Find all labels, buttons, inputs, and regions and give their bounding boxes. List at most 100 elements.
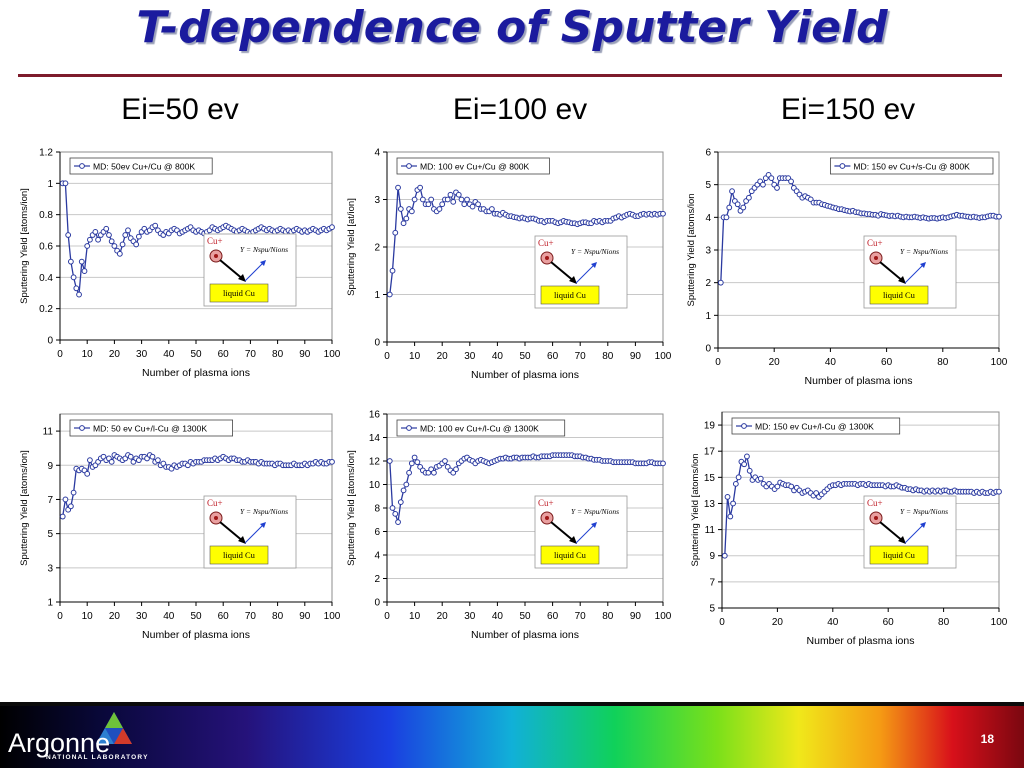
- data-point: [81, 268, 88, 274]
- data-point: [475, 201, 481, 208]
- x-tick-label: 100: [324, 349, 341, 360]
- data-point: [414, 459, 421, 466]
- liquid-cu-target: [209, 283, 269, 303]
- x-tick-label: 0: [719, 617, 725, 628]
- x-tick-label: 10: [82, 611, 94, 622]
- liquid-cu-target: [540, 285, 600, 305]
- ion-core: [545, 256, 549, 260]
- y-tick-label: 0: [47, 336, 53, 347]
- sputter-arrowhead: [591, 262, 597, 268]
- y-tick-label: 8: [374, 504, 380, 515]
- data-point: [119, 241, 126, 248]
- x-tick-label: 0: [57, 349, 63, 360]
- data-point: [732, 480, 739, 487]
- y-axis-label: Sputtering Yield [atoms/ion: [686, 193, 697, 306]
- argonne-logo-icon: [96, 712, 132, 744]
- data-point: [149, 453, 156, 460]
- x-tick-label: 70: [575, 611, 587, 622]
- y-axis-label: Sputtering Yield [atoms/ion]: [19, 188, 30, 304]
- x-tick-label: 30: [464, 611, 476, 622]
- data-point: [746, 467, 753, 474]
- x-tick-label: 10: [409, 611, 421, 622]
- y-tick-label: 3: [374, 195, 380, 206]
- data-point: [757, 475, 764, 482]
- sputter-arrow-icon: [575, 263, 596, 284]
- data-point: [62, 496, 69, 503]
- y-tick-label: 12: [369, 457, 381, 468]
- x-tick-label: 80: [937, 357, 949, 368]
- y-tick-label: 10: [369, 480, 381, 491]
- data-point: [461, 201, 468, 208]
- data-point: [67, 503, 74, 510]
- y-tick-label: 1.2: [39, 148, 53, 159]
- chart-100ev-1300k: 0 2 4 6 8 10 12 14 16 0 10 20 30 40 50 60 70 80 90 100 Numbe…: [345, 402, 672, 654]
- y-tick-label: 0.2: [39, 304, 53, 315]
- data-point: [73, 285, 80, 292]
- data-point: [84, 470, 91, 477]
- sputter-arrow-icon: [904, 263, 925, 284]
- data-point: [65, 232, 72, 238]
- x-tick-label: 80: [602, 351, 614, 362]
- x-tick-label: 100: [655, 351, 672, 362]
- data-point: [122, 232, 129, 238]
- x-tick-label: 50: [190, 611, 202, 622]
- inset-formula: Y = Nspu/Nions: [571, 507, 619, 516]
- x-tick-label: 90: [630, 611, 642, 622]
- data-point: [726, 204, 733, 211]
- x-tick-label: 90: [299, 349, 311, 360]
- y-axis-label: Sputtering Yield [atoms/ion]: [19, 450, 30, 566]
- inset-ion-label: Cu+: [867, 238, 883, 248]
- inset-target-label: liquid Cu: [223, 288, 256, 298]
- data-point: [408, 460, 415, 467]
- x-tick-label: 70: [575, 351, 587, 362]
- data-point: [469, 203, 476, 210]
- y-tick-label: 19: [704, 421, 716, 432]
- data-point: [403, 481, 410, 488]
- y-tick-label: 0: [705, 344, 711, 355]
- x-tick-label: 60: [218, 611, 230, 622]
- y-tick-label: 14: [369, 433, 381, 444]
- x-axis-label: Number of plasma ions: [805, 375, 913, 387]
- legend-box: [396, 419, 566, 437]
- inset-formula: Y = Nspu/Nions: [900, 247, 948, 256]
- sputter-arrowhead: [260, 522, 266, 528]
- y-tick-label: 0.8: [39, 210, 53, 221]
- x-tick-label: 40: [492, 351, 504, 362]
- x-tick-label: 40: [825, 357, 837, 368]
- sputter-arrowhead: [920, 262, 926, 268]
- x-tick-label: 90: [630, 351, 642, 362]
- x-tick-label: 60: [881, 357, 893, 368]
- legend-marker: [406, 163, 412, 169]
- column-heading-100ev: Ei=100 ev: [452, 93, 588, 126]
- x-tick-label: 90: [299, 611, 311, 622]
- data-point: [442, 458, 448, 464]
- data-point: [458, 196, 465, 203]
- liquid-cu-target: [869, 285, 929, 305]
- data-point: [400, 487, 407, 494]
- chart-50ev-800k: 0 0.2 0.4 0.6 0.8 1 1.2 0 10 20 30 40 50 60 70 80 90 100 N…: [8, 140, 341, 390]
- y-tick-label: 9: [47, 461, 53, 472]
- slide-title: T-dependence of Sputter Yield: [136, 2, 888, 53]
- impact-arrowhead: [569, 276, 577, 284]
- data-point: [406, 469, 412, 476]
- y-tick-label: 5: [709, 604, 715, 615]
- legend-box: [829, 157, 994, 175]
- y-axis-label: Sputtering Yield [atoms/ion]: [346, 450, 357, 566]
- series-line: [724, 453, 999, 556]
- x-tick-label: 100: [991, 617, 1008, 628]
- data-point: [329, 224, 335, 231]
- chart-50ev-1300k-svg: 1 3 5 7 9 11 0 10 20 30 40 50 60 70 80 90 100 Number of p…: [19, 413, 341, 641]
- y-tick-label: 0: [374, 338, 380, 349]
- inset-target-label: liquid Cu: [554, 550, 587, 560]
- data-point: [746, 194, 752, 201]
- legend-marker: [839, 163, 846, 169]
- data-point: [455, 191, 462, 198]
- chart-50ev-1300k: 1 3 5 7 9 11 0 10 20 30 40 50 60 70 80 90 100 Number of p…: [8, 402, 341, 654]
- x-tick-label: 60: [883, 617, 895, 628]
- x-tick-label: 70: [245, 611, 257, 622]
- chart-50ev-800k-svg: 0 0.2 0.4 0.6 0.8 1 1.2 0 10 20 30 40 50 60 70 80 90 100 N…: [19, 148, 341, 380]
- data-point: [70, 274, 77, 281]
- x-tick-label: 40: [492, 611, 504, 622]
- data-point: [774, 185, 780, 191]
